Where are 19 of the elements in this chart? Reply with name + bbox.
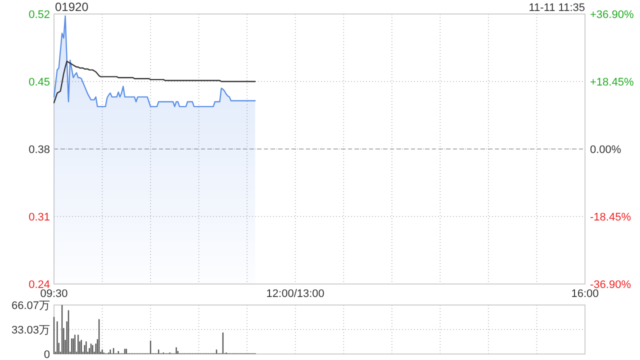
y2-tick-label: -18.45% bbox=[590, 212, 632, 224]
y-tick-label: 33.03万 bbox=[11, 324, 50, 337]
y2-tick-label: -36.90% bbox=[590, 279, 632, 291]
y2-tick-label: 0.00% bbox=[590, 144, 622, 156]
annotation: 11-11 11:35 bbox=[528, 2, 585, 14]
chart-title: 01920 bbox=[55, 0, 89, 14]
y-tick-label: 0 bbox=[44, 349, 50, 360]
y-tick-label: 0.24 bbox=[28, 279, 50, 291]
x-tick-label: 09:30 bbox=[40, 288, 68, 300]
y-tick-label: 0.45 bbox=[28, 76, 50, 88]
y-tick-label: 0.38 bbox=[28, 144, 50, 156]
y2-tick-label: +36.90% bbox=[590, 9, 634, 21]
y-tick-label: 0.52 bbox=[28, 9, 50, 21]
y-tick-label: 0.31 bbox=[28, 212, 50, 224]
x-tick-label: 12:00/13:00 bbox=[266, 288, 324, 300]
y-tick-label: 66.07万 bbox=[11, 300, 50, 312]
line-series bbox=[53, 60, 256, 104]
x-tick-label: 16:00 bbox=[571, 288, 599, 300]
y2-tick-label: +18.45% bbox=[590, 76, 634, 88]
